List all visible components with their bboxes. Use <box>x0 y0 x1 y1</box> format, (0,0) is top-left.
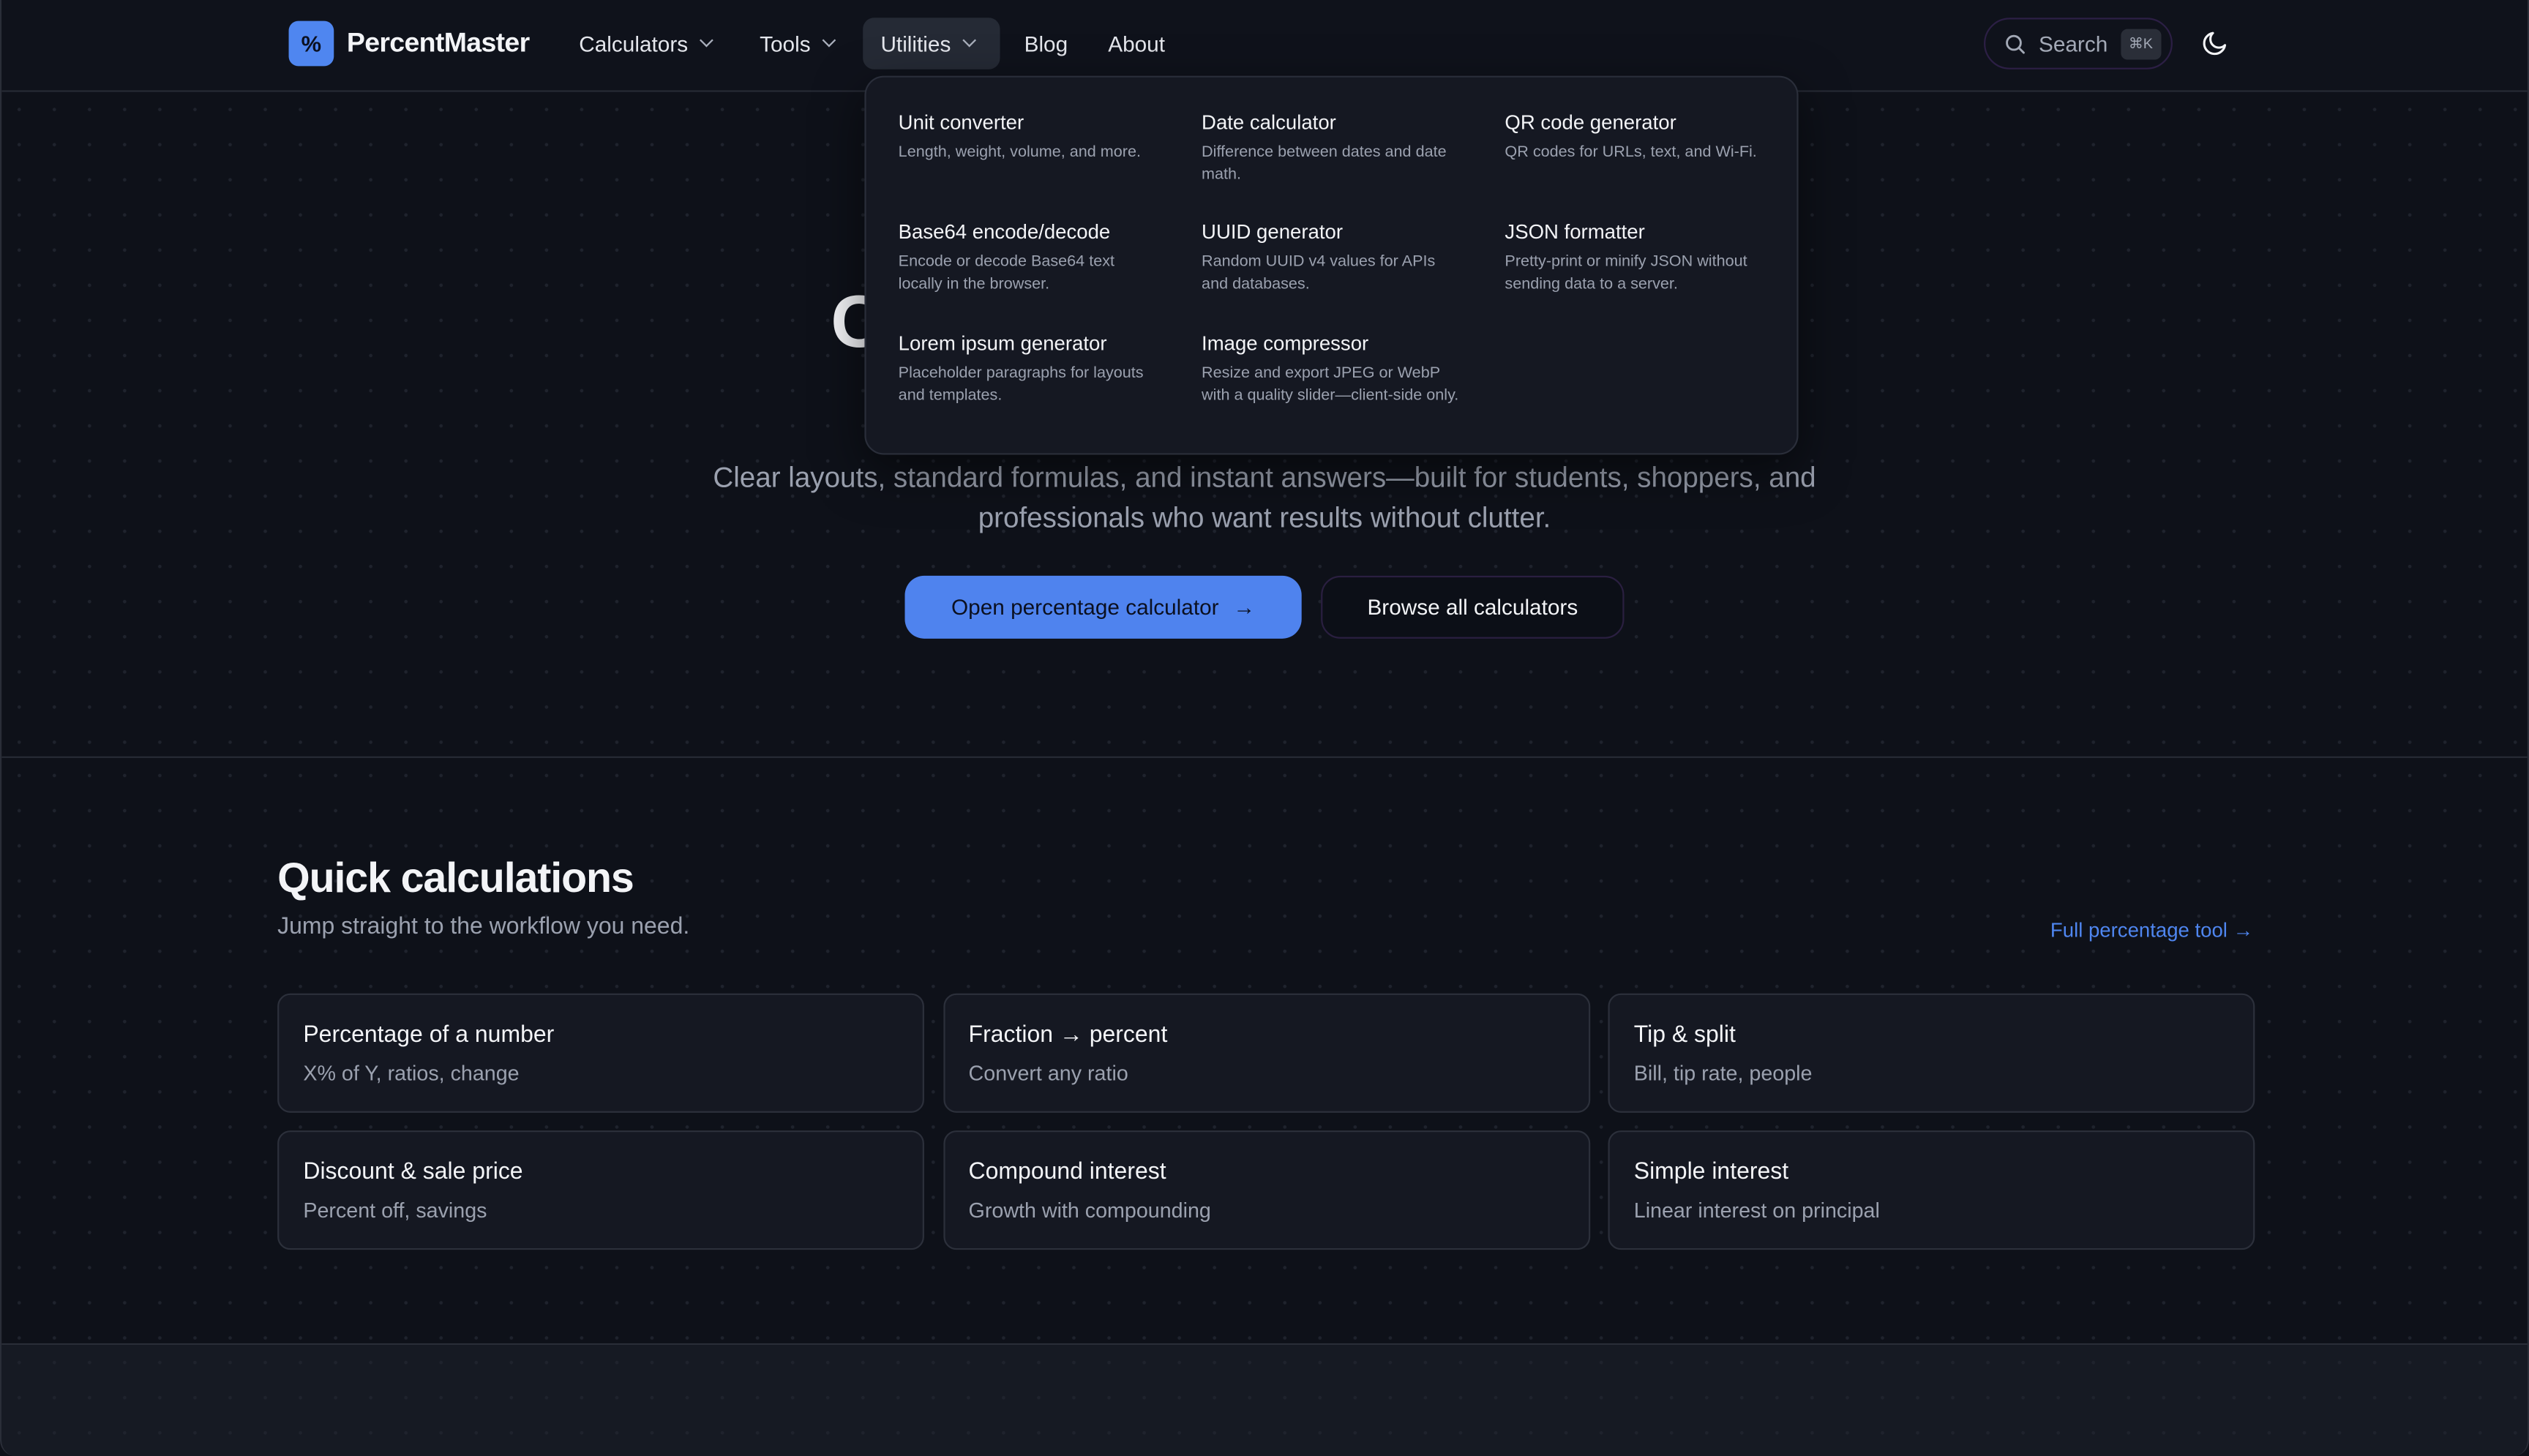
nav-calculators[interactable]: Calculators <box>561 18 728 70</box>
full-percentage-tool-link[interactable]: Full percentage tool → <box>2050 919 2254 942</box>
menu-item-desc: QR codes for URLs, text, and Wi-Fi. <box>1505 143 1757 162</box>
menu-item-title: Base64 encode/decode <box>898 220 1111 244</box>
quick-calculations-section: Quick calculations Jump straight to the … <box>1 757 2528 1346</box>
next-section <box>1 1345 2528 1456</box>
menu-item-unit-converter[interactable]: Unit converter Length, weight, volume, an… <box>899 111 1157 164</box>
nav-blog[interactable]: Blog <box>1006 18 1085 70</box>
card-desc: Linear interest on principal <box>1633 1198 1880 1223</box>
nav-label: About <box>1108 31 1165 56</box>
shortcut-badge: ⌘K <box>2120 28 2162 59</box>
menu-item-desc: Encode or decode Base64 text locally in … <box>898 253 1115 293</box>
menu-item-base64-encode-decode[interactable]: Base64 encode/decode Encode or decode Bas… <box>899 221 1157 295</box>
card-desc: Convert any ratio <box>968 1061 1128 1086</box>
menu-item-title: JSON formatter <box>1505 220 1645 244</box>
search-icon <box>2006 34 2025 53</box>
menu-item-uuid-generator[interactable]: UUID generator Random UUID v4 values for … <box>1202 221 1460 295</box>
utilities-dropdown-menu: Unit converter Length, weight, volume, an… <box>864 75 1799 455</box>
moon-icon[interactable] <box>2202 31 2228 56</box>
browse-all-calculators-button[interactable]: Browse all calculators <box>1321 575 1625 639</box>
card-title: Compound interest <box>968 1159 1166 1186</box>
quick-card[interactable]: Percentage of a number X% of Y, ratios, c… <box>277 993 924 1113</box>
brand-name[interactable]: PercentMaster <box>346 27 530 59</box>
card-title: Simple interest <box>1633 1159 1789 1186</box>
section-title: Quick calculations <box>277 852 634 902</box>
menu-item-title: QR code generator <box>1505 111 1676 134</box>
card-desc: Percent off, savings <box>303 1198 487 1223</box>
search-label: Search <box>2038 31 2108 56</box>
card-desc: X% of Y, ratios, change <box>303 1061 520 1086</box>
menu-item-lorem-ipsum-generator[interactable]: Lorem ipsum generator Placeholder paragra… <box>899 332 1157 406</box>
menu-item-desc: Random UUID v4 values for APIs and datab… <box>1202 253 1436 293</box>
arrow-right-icon: → <box>1233 595 1256 620</box>
menu-item-json-formatter[interactable]: JSON formatter Pretty-print or minify JSO… <box>1505 221 1763 295</box>
nav-label: Calculators <box>579 31 689 56</box>
quick-card[interactable]: Simple interest Linear interest on princi… <box>1608 1130 2255 1250</box>
nav-tools[interactable]: Tools <box>742 18 851 70</box>
menu-item-desc: Length, weight, volume, and more. <box>898 143 1141 162</box>
quick-card[interactable]: Fraction → percent Convert any ratio <box>943 993 1590 1113</box>
nav-about[interactable]: About <box>1090 18 1183 70</box>
menu-item-title: Date calculator <box>1202 111 1336 134</box>
menu-item-desc: Difference between dates and date math. <box>1202 143 1447 184</box>
card-desc: Bill, tip rate, people <box>1633 1061 1813 1086</box>
chevron-down-icon <box>821 33 836 48</box>
menu-item-desc: Resize and export JPEG or WebP with a qu… <box>1202 364 1459 405</box>
chevron-down-icon <box>962 33 975 48</box>
card-title: Fraction → percent <box>968 1022 1168 1048</box>
card-title: Discount & sale price <box>303 1159 523 1186</box>
menu-item-qr-code-generator[interactable]: QR code generator QR codes for URLs, text… <box>1505 111 1763 164</box>
hero-subtitle: Clear layouts, standard formulas, and in… <box>713 461 1816 534</box>
menu-item-title: UUID generator <box>1202 220 1344 244</box>
menu-item-date-calculator[interactable]: Date calculator Difference between dates … <box>1202 111 1460 185</box>
card-desc: Growth with compounding <box>968 1198 1211 1223</box>
nav-utilities[interactable]: Utilities <box>863 18 1000 70</box>
nav-label: Utilities <box>880 31 951 56</box>
section-subtitle: Jump straight to the workflow you need. <box>277 914 690 940</box>
card-title: Tip & split <box>1633 1022 1736 1048</box>
quick-card[interactable]: Tip & split Bill, tip rate, people <box>1608 993 2255 1113</box>
quick-card[interactable]: Compound interest Growth with compounding <box>943 1130 1590 1250</box>
menu-item-title: Lorem ipsum generator <box>898 332 1107 355</box>
menu-item-desc: Pretty-print or minify JSON without send… <box>1505 253 1747 293</box>
nav-label: Tools <box>760 31 811 56</box>
search-button[interactable]: Search ⌘K <box>1984 18 2173 70</box>
nav-label: Blog <box>1024 31 1068 56</box>
menu-item-desc: Placeholder paragraphs for layouts and t… <box>898 364 1144 405</box>
open-percentage-calculator-button[interactable]: Open percentage calculator → <box>904 575 1302 639</box>
menu-item-title: Unit converter <box>898 111 1024 134</box>
menu-item-image-compressor[interactable]: Image compressor Resize and export JPEG o… <box>1202 332 1460 406</box>
menu-item-title: Image compressor <box>1202 332 1369 355</box>
logo-icon[interactable]: % <box>288 20 334 67</box>
quick-card[interactable]: Discount & sale price Percent off, saving… <box>277 1130 924 1250</box>
chevron-down-icon <box>699 33 713 48</box>
card-title: Percentage of a number <box>303 1022 555 1048</box>
